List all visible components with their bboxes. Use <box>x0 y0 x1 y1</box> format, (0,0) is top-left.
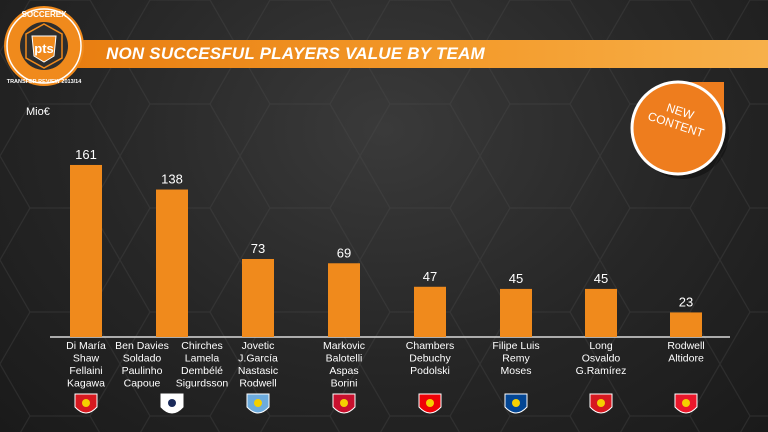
player-label-5-0-1: Remy <box>502 353 530 365</box>
bar-4 <box>414 286 446 337</box>
player-label-0-0-0: Di María <box>66 340 106 352</box>
value-label-4: 47 <box>423 269 437 284</box>
player-label-2-0-2: Nastasic <box>238 365 278 377</box>
player-label-7-0-1: Altidore <box>668 353 704 365</box>
player-label-3-0-1: Balotelli <box>326 353 363 365</box>
player-label-6-0-0: Long <box>589 340 613 352</box>
player-label-4-0-1: Debuchy <box>409 353 451 365</box>
player-label-1-0-2: Paulinho <box>122 365 163 377</box>
player-label-1-0-3: Capoue <box>124 378 161 390</box>
arsenal-crest <box>418 393 442 414</box>
player-label-1-0-1: Soldado <box>123 353 162 365</box>
value-label-1: 138 <box>161 172 183 187</box>
logo-bottom-text: TRANSFER REVIEW 2013/14 <box>7 79 83 85</box>
chelsea-crest <box>504 393 528 414</box>
value-label-7: 23 <box>679 294 693 309</box>
bar-2 <box>242 258 274 337</box>
player-label-6-0-1: Osvaldo <box>582 353 621 365</box>
player-label-6-0-2: G.Ramírez <box>576 365 627 377</box>
soccerex-logo: pts SOCCEREX TRANSFER REVIEW 2013/14 <box>4 6 84 86</box>
title-bar <box>64 40 768 68</box>
player-label-5-0-0: Filipe Luis <box>492 340 539 352</box>
bar-5 <box>500 288 532 337</box>
value-label-0: 161 <box>75 147 97 162</box>
player-label-0-0-1: Shaw <box>73 353 100 365</box>
player-label-2-0-0: Jovetic <box>242 340 275 352</box>
manchester-united-crest <box>74 393 98 414</box>
value-label-5: 45 <box>509 271 523 286</box>
player-label-3-0-2: Aspas <box>329 365 358 377</box>
player-label-1-1-3: Sigurdsson <box>176 378 229 390</box>
player-label-0-0-3: Kagawa <box>67 378 105 390</box>
player-label-5-0-2: Moses <box>501 365 532 377</box>
bar-7 <box>670 312 702 337</box>
logo-top-text: SOCCEREX <box>22 10 68 19</box>
value-label-3: 69 <box>337 245 351 260</box>
player-label-1-1-2: Dembélé <box>181 365 223 377</box>
player-label-2-0-1: J.García <box>238 353 278 365</box>
tottenham-crest <box>160 393 184 414</box>
bar-0 <box>70 164 102 337</box>
liverpool-crest <box>332 393 356 414</box>
player-label-1-0-0: Ben Davies <box>115 340 169 352</box>
southampton-crest <box>589 393 613 414</box>
player-label-1-1-1: Lamela <box>185 353 220 365</box>
player-label-0-0-2: Fellaini <box>69 365 102 377</box>
chart-title: NON SUCCESFUL PLAYERS VALUE BY TEAM <box>106 44 485 63</box>
player-label-3-0-3: Borini <box>331 378 358 390</box>
value-label-6: 45 <box>594 271 608 286</box>
value-label-2: 73 <box>251 241 265 256</box>
player-label-3-0-0: Markovic <box>323 340 365 352</box>
player-label-1-1-0: Chirches <box>181 340 222 352</box>
manchester-city-crest <box>246 393 270 414</box>
new-content-badge <box>630 80 729 179</box>
sunderland-crest <box>674 393 698 414</box>
player-label-2-0-3: Rodwell <box>239 378 276 390</box>
bar-6 <box>585 288 617 337</box>
player-label-4-0-0: Chambers <box>406 340 454 352</box>
player-label-7-0-0: Rodwell <box>667 340 704 352</box>
bar-1 <box>156 189 188 337</box>
player-label-4-0-2: Podolski <box>410 365 450 377</box>
bar-3 <box>328 263 360 337</box>
unit-label: Mio€ <box>26 106 50 118</box>
logo-center-text: pts <box>34 41 54 56</box>
